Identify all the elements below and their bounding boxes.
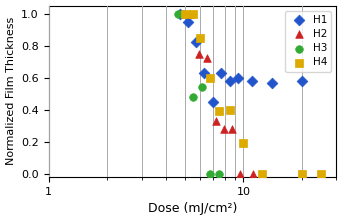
H1 [211, 100, 216, 104]
H2 [250, 172, 256, 176]
H4 [318, 172, 324, 176]
H4 [241, 142, 246, 145]
H2 [229, 127, 234, 131]
H1 [269, 81, 275, 84]
H1 [193, 41, 199, 44]
H2 [204, 57, 210, 60]
H1 [185, 20, 191, 23]
H1 [219, 71, 224, 75]
X-axis label: Dose (mJ/cm²): Dose (mJ/cm²) [148, 202, 237, 215]
H1 [177, 12, 182, 15]
H4 [227, 108, 233, 112]
H4 [182, 12, 187, 15]
H2 [237, 172, 243, 176]
H3 [207, 172, 212, 176]
H4 [216, 110, 222, 113]
H4 [190, 12, 196, 15]
H3 [216, 172, 222, 176]
H4 [207, 76, 212, 80]
H4 [299, 172, 305, 176]
H1 [236, 76, 241, 80]
H1 [202, 71, 207, 75]
H3 [199, 86, 205, 89]
H3 [175, 12, 181, 15]
H1 [299, 79, 305, 83]
Y-axis label: Normalized Film Thickness: Normalized Film Thickness [5, 17, 15, 166]
H2 [213, 119, 219, 123]
H2 [187, 12, 193, 15]
H3 [180, 12, 186, 15]
H4 [260, 172, 265, 176]
H4 [197, 36, 203, 39]
H2 [221, 127, 226, 131]
H2 [196, 52, 201, 55]
H1 [227, 79, 233, 83]
H3 [190, 95, 196, 99]
H1 [249, 79, 254, 83]
Legend: H1, H2, H3, H4: H1, H2, H3, H4 [285, 11, 331, 72]
